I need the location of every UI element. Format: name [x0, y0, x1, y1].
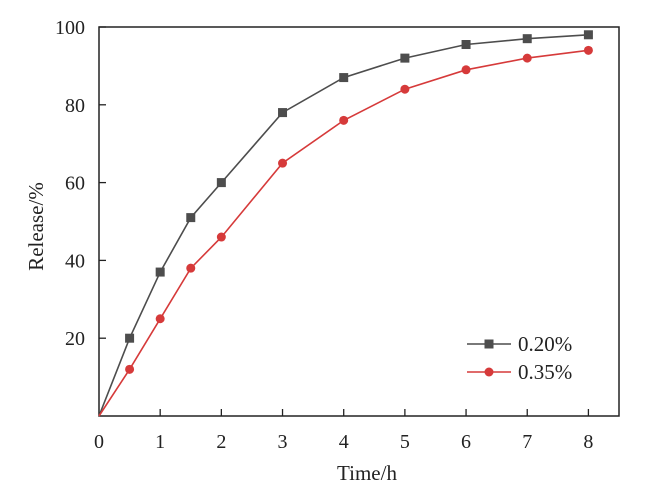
- x-tick-label: 7: [522, 431, 532, 453]
- data-point: [400, 53, 410, 63]
- data-point: [125, 364, 135, 374]
- data-point: [522, 53, 532, 63]
- x-axis-title: Time/h: [337, 461, 397, 485]
- legend-marker: [484, 339, 494, 349]
- data-point: [583, 45, 593, 55]
- data-point: [155, 314, 165, 324]
- y-tick-label: 20: [65, 328, 85, 350]
- y-axis-title: Release/%: [24, 182, 48, 271]
- data-point: [339, 115, 349, 125]
- legend-label: 0.20%: [518, 332, 572, 356]
- legend-item: 0.35%: [467, 360, 572, 384]
- x-tick-label: 8: [583, 431, 593, 453]
- legend: 0.20% 0.35%: [467, 332, 572, 384]
- data-point: [400, 84, 410, 94]
- data-point: [278, 108, 288, 118]
- y-tick-label: 100: [55, 17, 85, 39]
- series-line: [98, 49, 589, 417]
- series-2: [98, 45, 593, 417]
- data-point: [186, 213, 196, 223]
- y-tick-label: 80: [65, 95, 85, 117]
- legend-marker: [484, 367, 494, 377]
- series-line: [98, 34, 589, 417]
- x-tick-label: 5: [400, 431, 410, 453]
- y-tick-label: 40: [65, 250, 85, 272]
- data-point: [339, 73, 349, 83]
- data-point: [461, 65, 471, 75]
- plot-frame: [98, 26, 620, 417]
- data-point: [278, 158, 288, 168]
- y-tick-label: 60: [65, 173, 85, 195]
- legend-item: 0.20%: [467, 332, 572, 356]
- x-tick-label: 2: [216, 431, 226, 453]
- x-tick-label: 4: [339, 431, 349, 453]
- data-point: [125, 333, 135, 343]
- data-point: [216, 232, 226, 242]
- data-point: [186, 263, 196, 273]
- x-tick-label: 0: [94, 431, 104, 453]
- x-tick-label: 1: [155, 431, 165, 453]
- x-tick-label: 3: [278, 431, 288, 453]
- data-point: [461, 40, 471, 50]
- data-point: [216, 178, 226, 188]
- plot-area: 0 1 2 3 4 5 6 7 8 20 40 60 80 100: [55, 17, 620, 453]
- data-point: [522, 34, 532, 44]
- data-point: [583, 30, 593, 40]
- data-point: [155, 267, 165, 277]
- x-tick-label: 6: [461, 431, 471, 453]
- series-1: [98, 30, 593, 417]
- legend-label: 0.35%: [518, 360, 572, 384]
